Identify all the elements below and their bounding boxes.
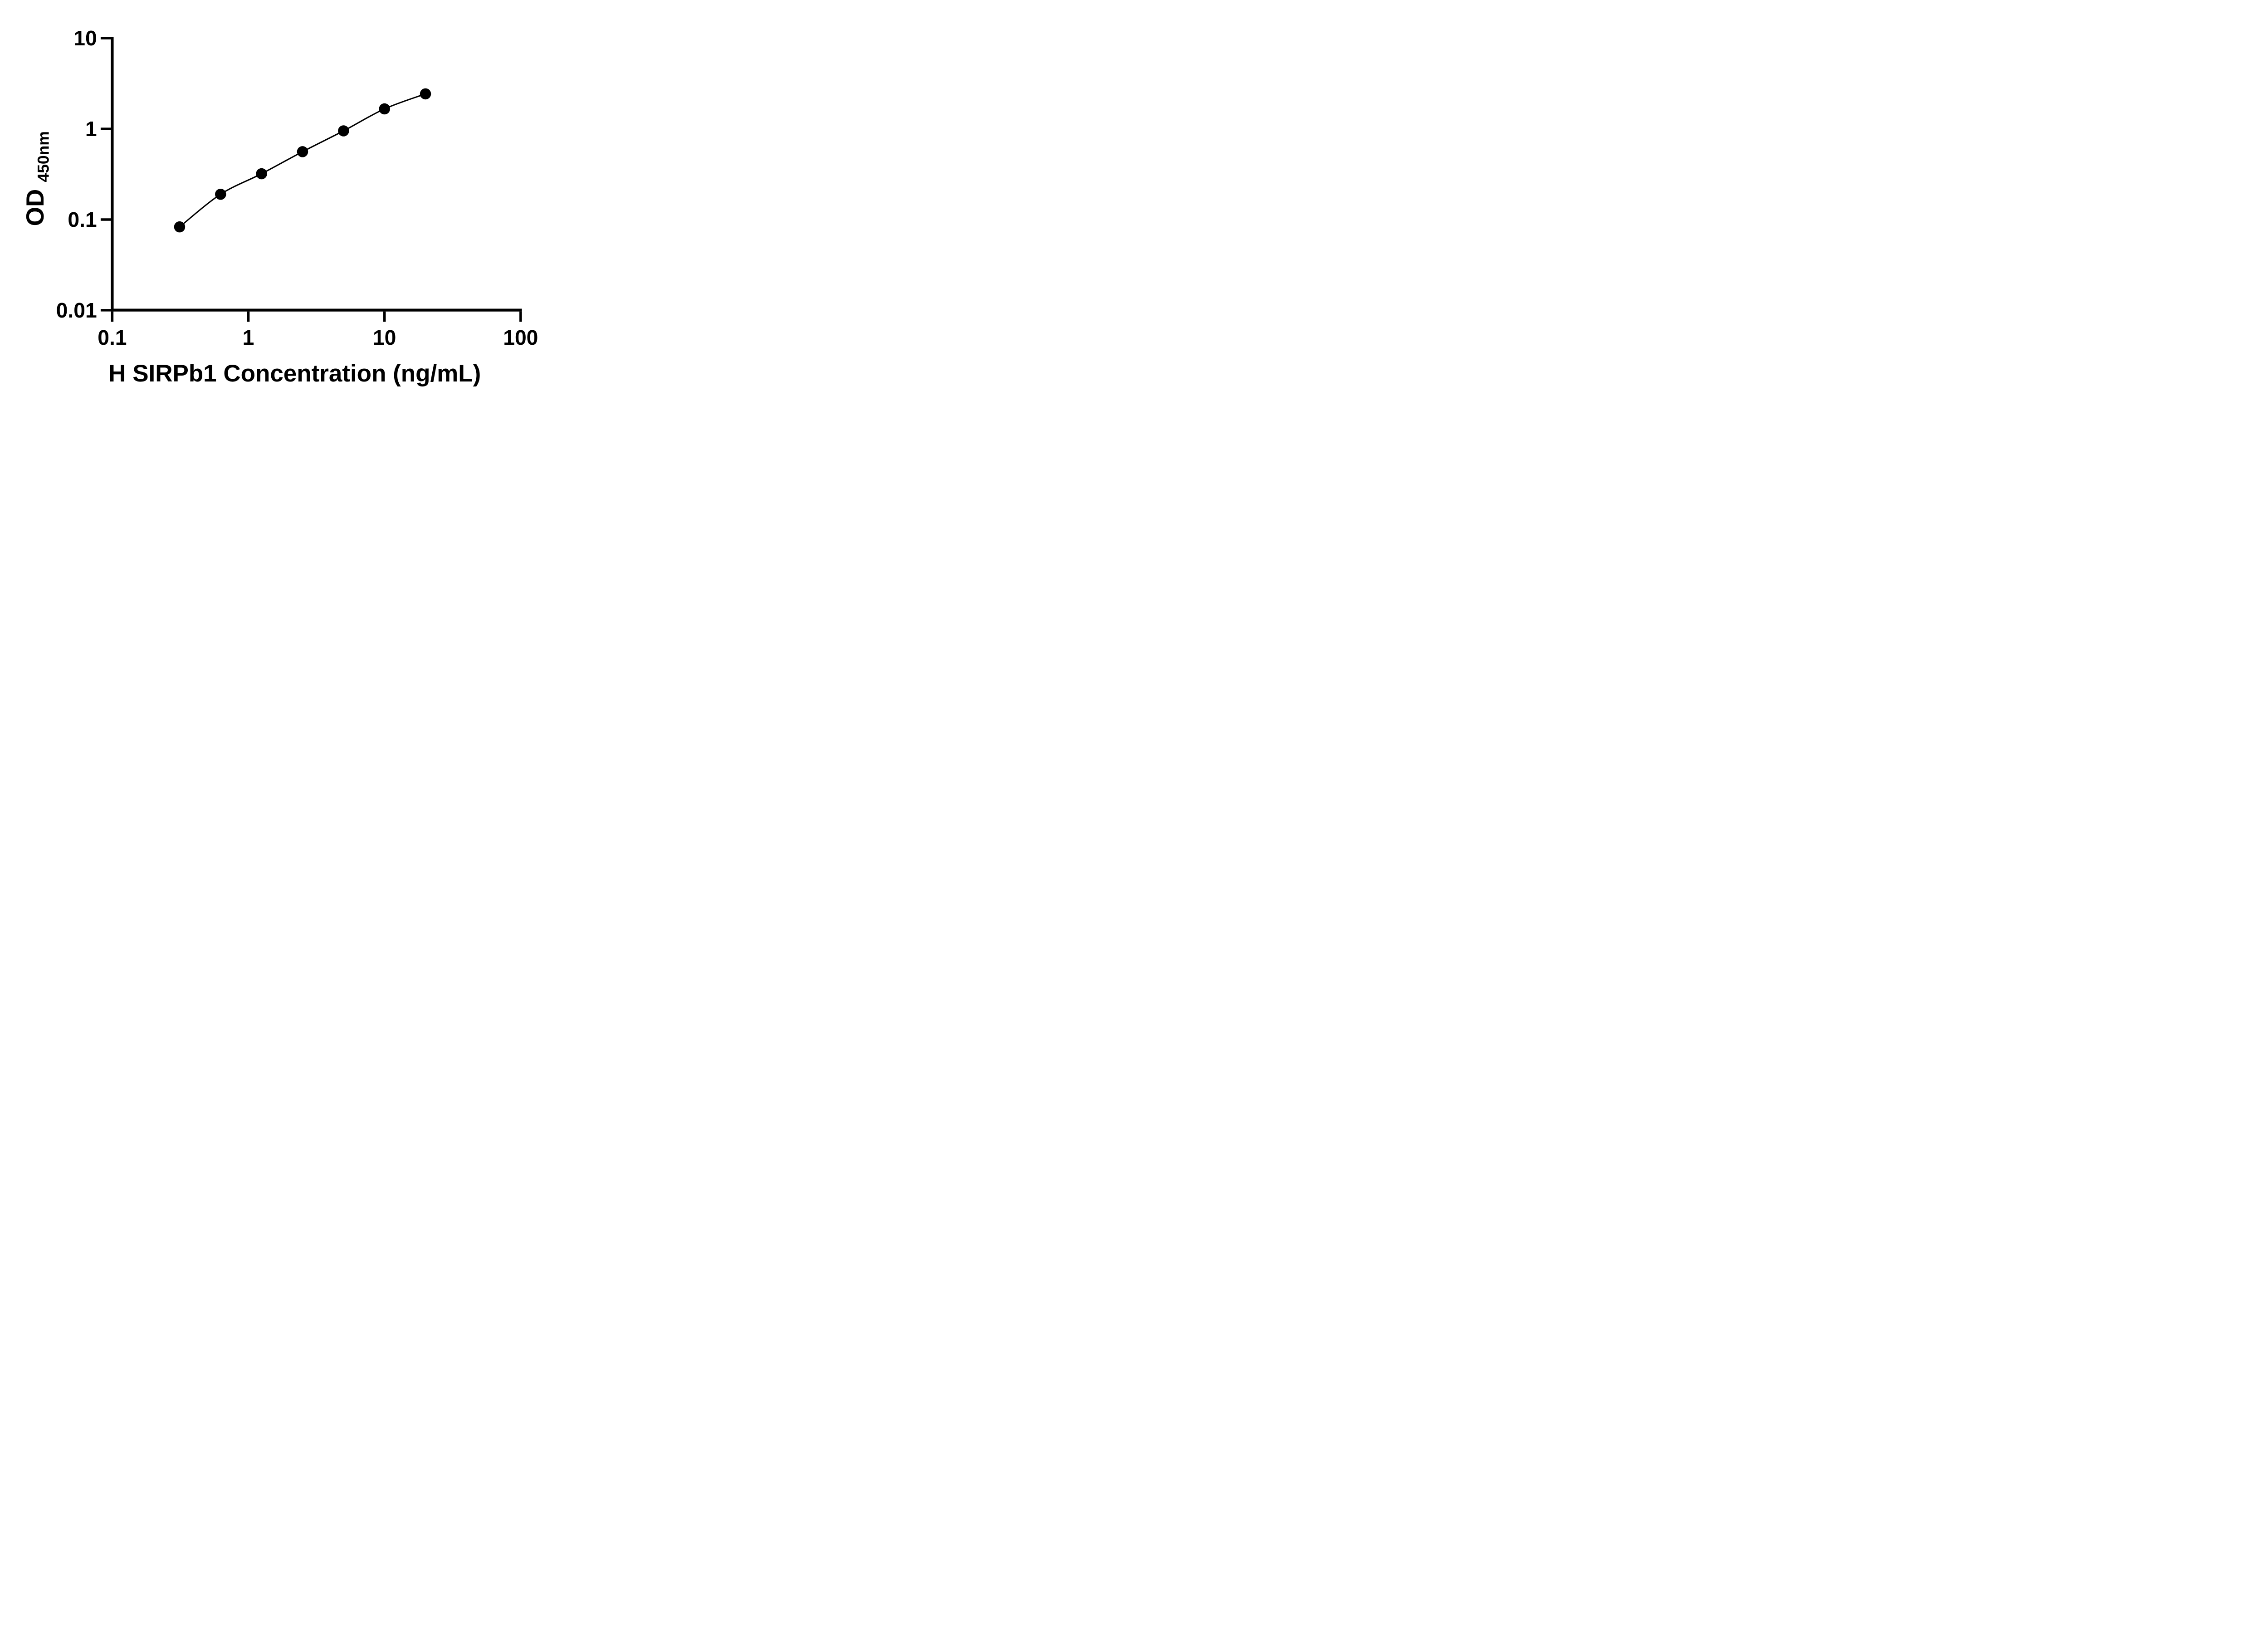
y-tick-label: 10 (73, 26, 97, 50)
series-points (174, 88, 431, 233)
y-axis-title: OD 450nm (21, 131, 52, 226)
data-point (420, 88, 431, 100)
data-point (297, 146, 308, 157)
axes (111, 37, 522, 312)
ticks (100, 37, 522, 322)
y-axis-title-sub: 450nm (34, 131, 52, 182)
data-point (174, 221, 186, 233)
y-axis-title-main: OD (21, 189, 49, 226)
data-point (338, 125, 349, 137)
y-tick-label: 0.01 (56, 298, 97, 322)
y-tick-label: 1 (85, 117, 97, 141)
fit-curve (179, 93, 426, 228)
x-tick-label: 100 (503, 326, 538, 349)
data-point (256, 168, 267, 180)
series-curve (179, 93, 426, 228)
data-point (215, 189, 226, 200)
x-tick-label: 1 (243, 326, 254, 349)
x-tick-label: 0.1 (98, 326, 127, 349)
figure-canvas: 0.1 1 10 100 10 1 0.1 0.01 H SIRPb1 Concentrati… (0, 0, 583, 408)
data-point (379, 103, 390, 115)
x-axis-title: H SIRPb1 Concentration (ng/mL) (108, 360, 481, 387)
x-tick-label: 10 (373, 326, 396, 349)
y-tick-label: 0.1 (68, 208, 97, 231)
